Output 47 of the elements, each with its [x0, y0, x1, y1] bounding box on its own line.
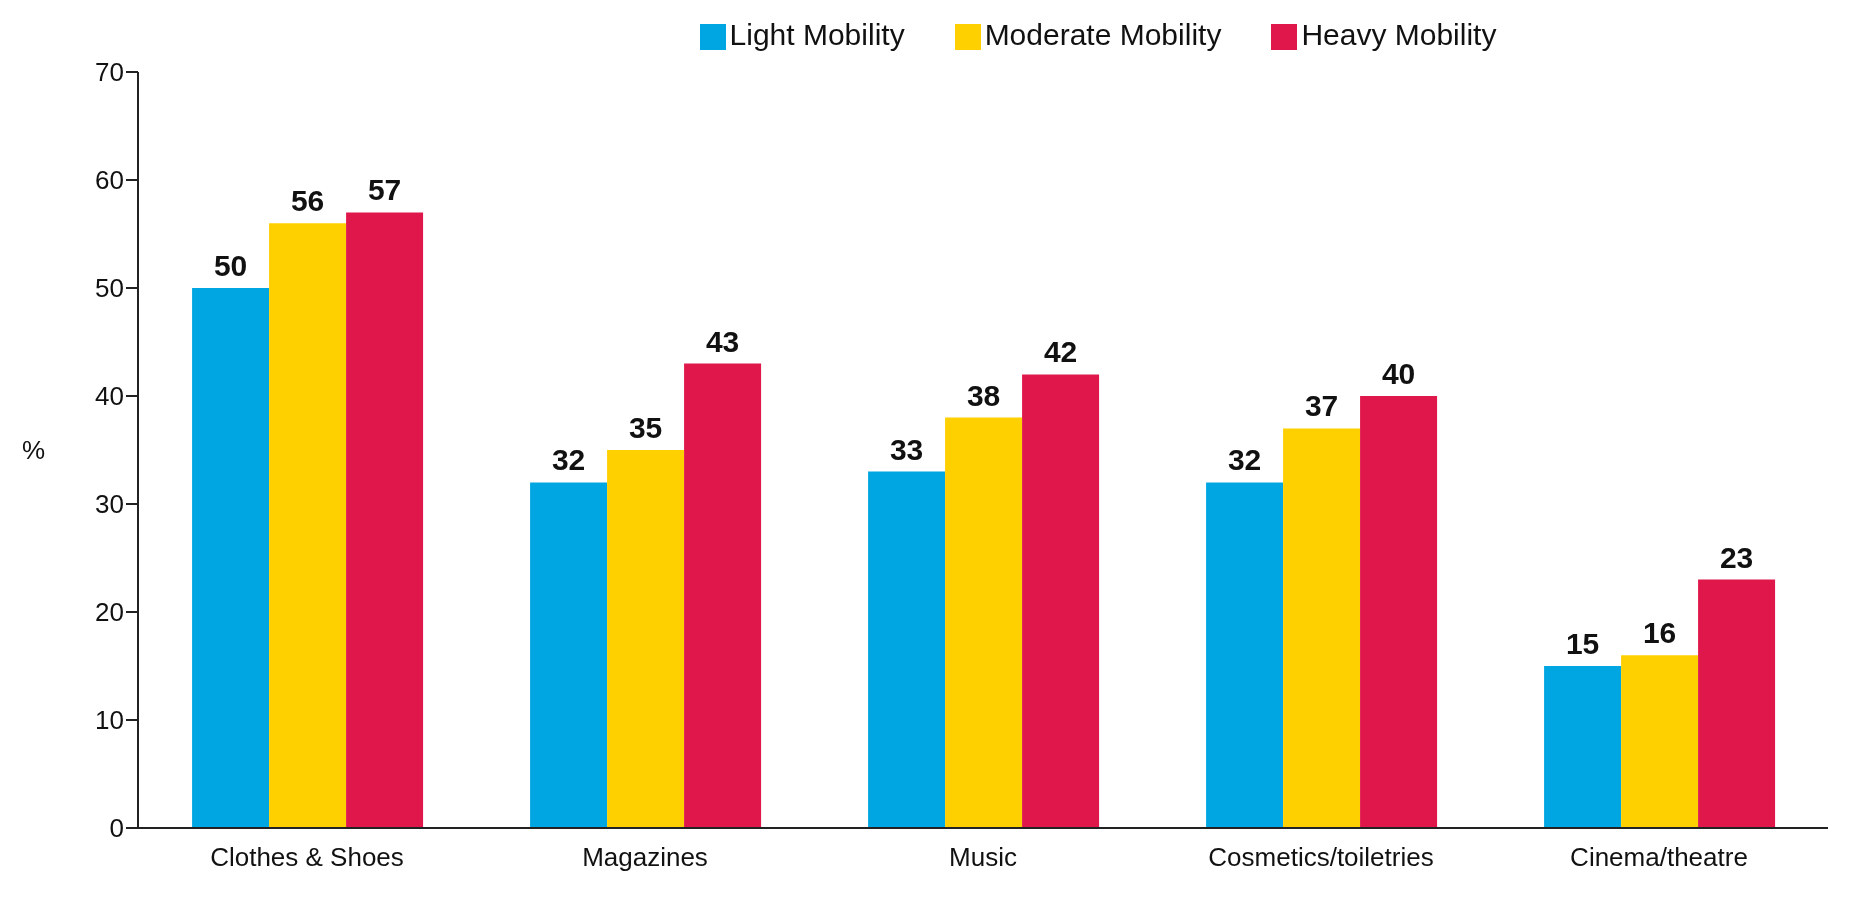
bar	[1621, 655, 1699, 828]
x-tick-label: Music	[949, 842, 1017, 873]
y-tick-label: 20	[95, 597, 124, 628]
bar	[1206, 482, 1284, 828]
data-label: 40	[1381, 357, 1416, 390]
y-tick-label: 30	[95, 489, 124, 520]
bar	[607, 450, 685, 828]
bar	[269, 223, 347, 828]
data-label: 37	[1304, 389, 1339, 423]
bar	[1022, 374, 1100, 828]
bar	[945, 417, 1023, 828]
bar	[346, 212, 424, 828]
x-tick-label: Magazines	[582, 842, 708, 873]
y-tick-label: 70	[95, 57, 124, 88]
bar	[684, 363, 762, 828]
y-tick-label: 60	[95, 165, 124, 196]
data-label: 42	[1043, 335, 1078, 369]
bar	[1360, 396, 1438, 828]
y-tick-label: 10	[95, 705, 124, 736]
data-label: 32	[1227, 443, 1262, 477]
y-axis-title: %	[22, 435, 46, 466]
x-tick-label: Cosmetics/toiletries	[1208, 842, 1434, 873]
y-tick-label: 40	[95, 381, 124, 412]
y-tick-label: 0	[109, 813, 124, 844]
legend-label: Heavy Mobility	[1301, 18, 1497, 51]
data-label: 23	[1719, 540, 1754, 574]
data-label: 33	[889, 432, 924, 466]
data-label: 38	[966, 378, 1001, 412]
x-tick-label: Cinema/theatre	[1570, 842, 1748, 873]
y-tick-label: 50	[95, 273, 124, 304]
data-label: 35	[628, 411, 663, 444]
data-label: 50	[213, 249, 248, 282]
legend-label: Moderate Mobility	[984, 18, 1222, 51]
data-label: 32	[551, 443, 586, 477]
bar	[530, 482, 608, 828]
data-label: 16	[1642, 616, 1677, 650]
bar	[1544, 666, 1622, 828]
data-label: 43	[705, 324, 740, 358]
x-tick-label: Clothes & Shoes	[210, 842, 404, 873]
data-label: 56	[290, 184, 325, 218]
bar	[1698, 579, 1776, 828]
bar	[868, 471, 946, 828]
legend-label: Light Mobility	[729, 18, 905, 51]
bar	[192, 288, 270, 828]
bar	[1283, 428, 1361, 828]
data-label: 15	[1565, 627, 1600, 660]
data-label: 57	[367, 173, 402, 207]
